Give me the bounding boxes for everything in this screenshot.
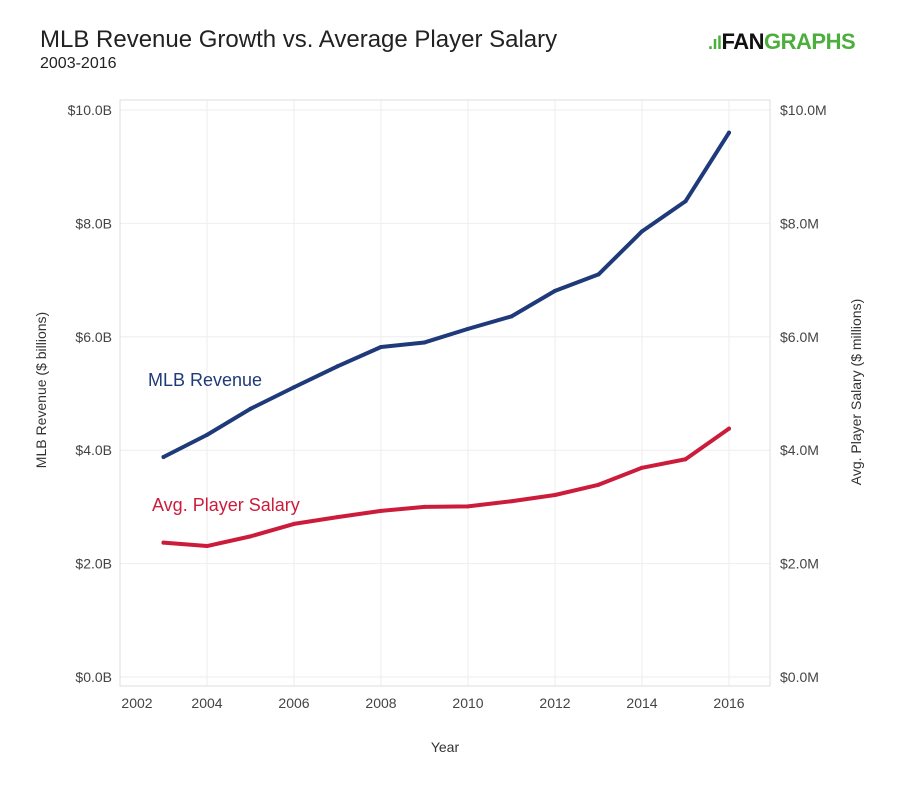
data-point <box>205 432 209 437</box>
x-tick-label: 2014 <box>626 695 657 711</box>
data-point <box>161 540 166 545</box>
data-point <box>292 521 296 526</box>
data-point <box>292 385 296 390</box>
x-axis-label: Year <box>431 739 460 755</box>
data-point <box>335 515 340 520</box>
data-point <box>509 314 514 319</box>
x-tick-label: 2004 <box>191 695 222 711</box>
data-point <box>379 345 383 350</box>
data-point <box>553 288 557 293</box>
y-tick-label-right: $8.0M <box>780 215 819 231</box>
y-tick-label-left: $8.0B <box>75 215 112 231</box>
chart-title: MLB Revenue Growth vs. Average Player Sa… <box>40 26 558 53</box>
plot-frame <box>119 99 771 687</box>
data-point <box>509 499 514 504</box>
data-point <box>379 508 383 513</box>
data-point <box>596 272 601 277</box>
y-tick-label-left: $4.0B <box>75 442 112 458</box>
y-axis-label-left: MLB Revenue ($ billions) <box>33 312 49 468</box>
y-tick-label-right: $2.0M <box>780 556 819 572</box>
data-point <box>335 364 340 369</box>
x-tick-label: 2012 <box>539 695 570 711</box>
y-tick-label-left: $2.0B <box>75 556 112 572</box>
y-tick-label-right: $4.0M <box>780 442 819 458</box>
chart-subtitle: 2003-2016 <box>40 55 117 72</box>
y-tick-label-left: $10.0B <box>68 102 112 118</box>
data-point <box>248 534 253 539</box>
series-line-salary <box>161 426 731 549</box>
x-tick-label: 2002 <box>121 695 152 711</box>
data-point <box>596 482 601 487</box>
data-point <box>727 130 731 135</box>
y-tick-label-right: $10.0M <box>780 102 827 118</box>
x-tick-label: 2006 <box>278 695 309 711</box>
data-point <box>683 457 688 462</box>
data-point <box>248 406 253 411</box>
fangraphs-logo: .ılFANGRAPHS <box>708 29 856 54</box>
y-tick-label-left: $6.0B <box>75 329 112 345</box>
data-point <box>422 340 427 345</box>
y-tick-label-left: $0.0B <box>75 669 112 685</box>
series-line-revenue <box>161 130 731 460</box>
x-tick-label: 2016 <box>713 695 744 711</box>
data-point <box>422 504 427 509</box>
x-tick-label: 2008 <box>365 695 396 711</box>
data-point <box>205 544 209 549</box>
y-tick-label-right: $0.0M <box>780 669 819 685</box>
data-point <box>466 504 470 509</box>
data-point <box>161 455 166 460</box>
y-axis-label-right: Avg. Player Salary ($ millions) <box>848 299 864 485</box>
data-point <box>727 426 731 431</box>
data-point <box>640 229 644 234</box>
data-point <box>640 465 644 470</box>
data-point <box>683 199 688 204</box>
x-tick-label: 2010 <box>452 695 483 711</box>
series-label: MLB Revenue <box>148 370 262 390</box>
data-point <box>553 492 557 497</box>
series-label: Avg. Player Salary <box>152 495 300 515</box>
y-tick-label-right: $6.0M <box>780 329 819 345</box>
data-point <box>466 326 470 331</box>
